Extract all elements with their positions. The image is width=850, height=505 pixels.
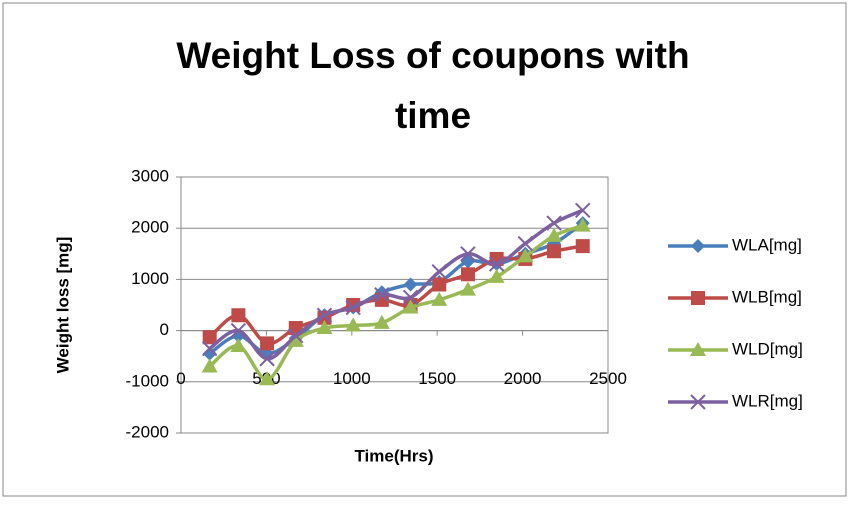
- marker: [517, 248, 534, 263]
- marker: [201, 340, 218, 357]
- marker: [373, 314, 390, 329]
- marker: [402, 299, 419, 314]
- marker: [316, 307, 333, 323]
- marker: [432, 277, 447, 292]
- marker: [517, 235, 534, 252]
- marker: [431, 291, 448, 306]
- plot-border: [180, 176, 609, 434]
- y-tick-label: 1000: [131, 269, 169, 288]
- marker: [460, 267, 475, 282]
- marker: [459, 281, 476, 296]
- marker: [288, 328, 304, 344]
- marker: [402, 289, 419, 306]
- marker: [202, 330, 217, 345]
- marker: [259, 371, 276, 386]
- chart-title: Weight Loss of coupons with: [176, 35, 689, 76]
- x-tick-label: 1500: [418, 369, 456, 388]
- marker: [575, 202, 591, 218]
- marker: [403, 277, 418, 292]
- marker: [259, 351, 275, 367]
- x-tick-label: 2500: [589, 369, 627, 388]
- chart-border: [2, 2, 847, 497]
- marker: [546, 227, 563, 242]
- y-tick-label: 0: [160, 320, 169, 339]
- marker: [575, 239, 590, 254]
- legend-label: WLR[mg]: [732, 391, 803, 410]
- marker: [287, 332, 304, 347]
- marker: [546, 215, 562, 231]
- marker: [488, 268, 505, 283]
- legend-marker: [690, 342, 706, 356]
- legend-label: WLB[mg]: [732, 287, 802, 306]
- marker: [374, 287, 390, 303]
- y-tick-label: -1000: [126, 371, 169, 390]
- y-tick-label: 3000: [131, 166, 169, 185]
- x-tick-label: 0: [176, 369, 185, 388]
- y-tick-label: 2000: [131, 218, 169, 237]
- marker: [431, 264, 447, 280]
- x-axis-label: Time(Hrs): [354, 446, 433, 465]
- marker: [574, 217, 591, 232]
- marker: [202, 346, 217, 361]
- legend-marker: [691, 239, 705, 253]
- marker: [231, 308, 246, 323]
- marker: [460, 246, 476, 262]
- x-tick-label: 2000: [504, 369, 542, 388]
- legend-label: WLA[mg]: [732, 235, 802, 254]
- x-tick-label: 1000: [333, 369, 371, 388]
- marker: [345, 299, 361, 316]
- marker: [345, 317, 362, 332]
- legend-marker: [690, 394, 706, 410]
- marker: [488, 256, 505, 272]
- marker: [230, 337, 247, 352]
- y-tick-label: -2000: [126, 422, 169, 441]
- legend-marker: [691, 291, 705, 305]
- marker: [547, 244, 562, 259]
- legend-label: WLD[mg]: [732, 339, 803, 358]
- chart-title: time: [395, 95, 471, 136]
- marker: [230, 322, 247, 339]
- marker: [260, 336, 275, 351]
- marker: [316, 320, 333, 335]
- marker: [201, 358, 218, 373]
- y-axis-label: Weight loss [mg]: [53, 237, 72, 374]
